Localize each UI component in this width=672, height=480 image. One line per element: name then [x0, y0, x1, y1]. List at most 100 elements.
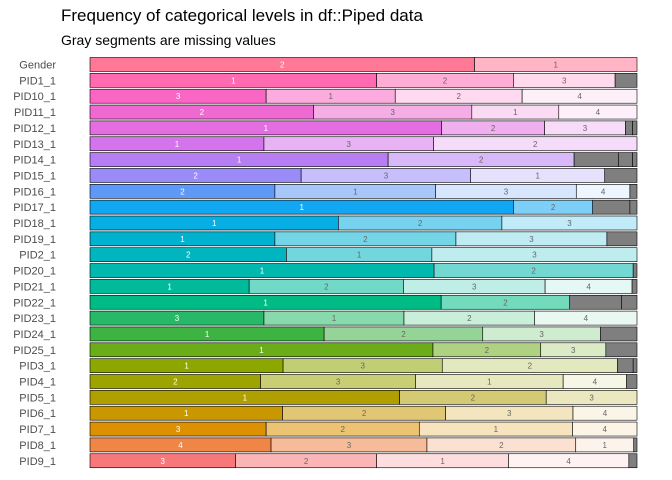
- segment-label: 3: [472, 282, 477, 291]
- segment-label: 3: [567, 219, 572, 228]
- segment-label: 1: [237, 156, 242, 165]
- chart-title: Frequency of categorical levels in df::P…: [61, 6, 423, 25]
- bar-row: PID4_1 2 3 1 4: [19, 374, 638, 389]
- bar-row: PID19_1 1 2 3: [13, 231, 638, 247]
- missing-segment: [629, 199, 638, 215]
- segment-label: 3: [347, 441, 352, 450]
- segment-label: 1: [513, 108, 518, 117]
- row-label: PID12_1: [13, 123, 56, 135]
- missing-segment: [592, 199, 631, 215]
- bar-row: PID9_1 3 2 1 4: [19, 453, 638, 469]
- bar-row: PID12_1 1 2 3: [13, 120, 638, 136]
- bar-row: PID18_1 1 2 3: [13, 215, 638, 231]
- bar-segment: [433, 136, 638, 152]
- segment-label: 3: [529, 235, 534, 244]
- segment-label: 1: [231, 76, 236, 85]
- bar-row: PID16_1 2 1 3 4: [13, 184, 638, 199]
- missing-segment: [626, 374, 638, 389]
- segment-label: 2: [485, 346, 490, 355]
- segment-label: 1: [299, 203, 304, 212]
- bar-row: PID2_1 2 1 3: [19, 247, 638, 262]
- segment-label: 4: [178, 441, 183, 450]
- segment-label: 2: [173, 378, 178, 387]
- segment-label: 2: [443, 76, 448, 85]
- segment-label: 1: [205, 330, 210, 339]
- segment-label: 1: [332, 314, 337, 323]
- bar-row: PID25_1 1 2 3: [13, 342, 638, 358]
- segment-label: 3: [583, 124, 588, 133]
- segment-label: 2: [418, 219, 423, 228]
- row-label: PID15_1: [13, 170, 56, 182]
- segment-label: 3: [571, 346, 576, 355]
- missing-segment: [569, 294, 622, 310]
- bar-row: PID11_1 2 3 1 4: [14, 104, 638, 120]
- bar-row: PID7_1 3 2 1 4: [19, 421, 638, 437]
- segment-label: 2: [479, 156, 484, 165]
- missing-segment: [621, 294, 638, 310]
- missing-segment: [632, 263, 638, 278]
- segment-label: 2: [200, 108, 205, 117]
- missing-segment: [605, 342, 638, 358]
- missing-segment: [600, 326, 638, 342]
- segment-label: 2: [362, 409, 367, 418]
- bar-row: PID21_1 1 2 3 4: [13, 279, 638, 294]
- segment-label: 1: [487, 378, 492, 387]
- row-label: PID6_1: [19, 408, 56, 420]
- segment-label: 3: [347, 140, 352, 149]
- bar-row: PID8_1 4 3 2 1: [19, 437, 638, 453]
- row-label: PID13_1: [13, 139, 56, 151]
- row-label: PID18_1: [13, 218, 56, 230]
- segment-label: 4: [601, 187, 606, 196]
- bar-segment: [431, 247, 638, 262]
- bar-row: PID10_1 3 1 2 4: [13, 88, 638, 104]
- segment-label: 2: [186, 251, 191, 260]
- missing-segment: [606, 231, 638, 247]
- bar-row: PID1_1 1 2 3: [19, 73, 638, 88]
- row-label: PID9_1: [19, 456, 56, 468]
- segment-label: 2: [363, 235, 368, 244]
- bar-row: Gender 2 1: [19, 57, 638, 72]
- row-label: PID20_1: [13, 266, 56, 278]
- segment-label: 3: [589, 393, 594, 402]
- segment-label: 1: [167, 282, 172, 291]
- segment-label: 4: [603, 425, 608, 434]
- missing-segment: [614, 73, 638, 88]
- missing-segment: [618, 152, 633, 167]
- segment-label: 3: [384, 171, 389, 180]
- segment-label: 2: [193, 171, 198, 180]
- row-label: PID16_1: [13, 186, 56, 198]
- bar-segment: [501, 215, 638, 231]
- segment-label: 1: [184, 362, 189, 371]
- missing-segment: [617, 358, 634, 373]
- segment-label: 2: [304, 457, 309, 466]
- segment-label: 1: [353, 187, 358, 196]
- row-label: PID14_1: [13, 155, 56, 167]
- row-label: PID8_1: [19, 440, 56, 452]
- missing-segment: [629, 184, 638, 199]
- missing-segment: [631, 279, 638, 294]
- bar-row: PID24_1 1 2 3: [13, 326, 638, 342]
- bar-row: PID5_1 1 2 3: [19, 390, 638, 405]
- segment-label: 2: [401, 330, 406, 339]
- segment-label: 4: [577, 92, 582, 101]
- row-label: Gender: [19, 60, 56, 72]
- segment-label: 1: [184, 409, 189, 418]
- bar-segment: [572, 405, 638, 421]
- row-label: PID24_1: [13, 329, 56, 341]
- row-label: PID1_1: [19, 75, 56, 87]
- bar-segment: [558, 104, 638, 120]
- row-label: PID19_1: [13, 234, 56, 246]
- row-label: PID17_1: [13, 202, 56, 214]
- segment-label: 2: [528, 362, 533, 371]
- bar-row: PID3_1 1 3 2: [19, 358, 638, 373]
- segment-label: 2: [503, 298, 508, 307]
- row-label: PID10_1: [13, 91, 56, 103]
- segment-label: 3: [360, 362, 365, 371]
- missing-segment: [604, 168, 638, 183]
- segment-label: 3: [161, 457, 166, 466]
- row-label: PID25_1: [13, 345, 56, 357]
- segment-label: 4: [593, 378, 598, 387]
- segment-label: 2: [467, 314, 472, 323]
- missing-segment: [632, 358, 638, 373]
